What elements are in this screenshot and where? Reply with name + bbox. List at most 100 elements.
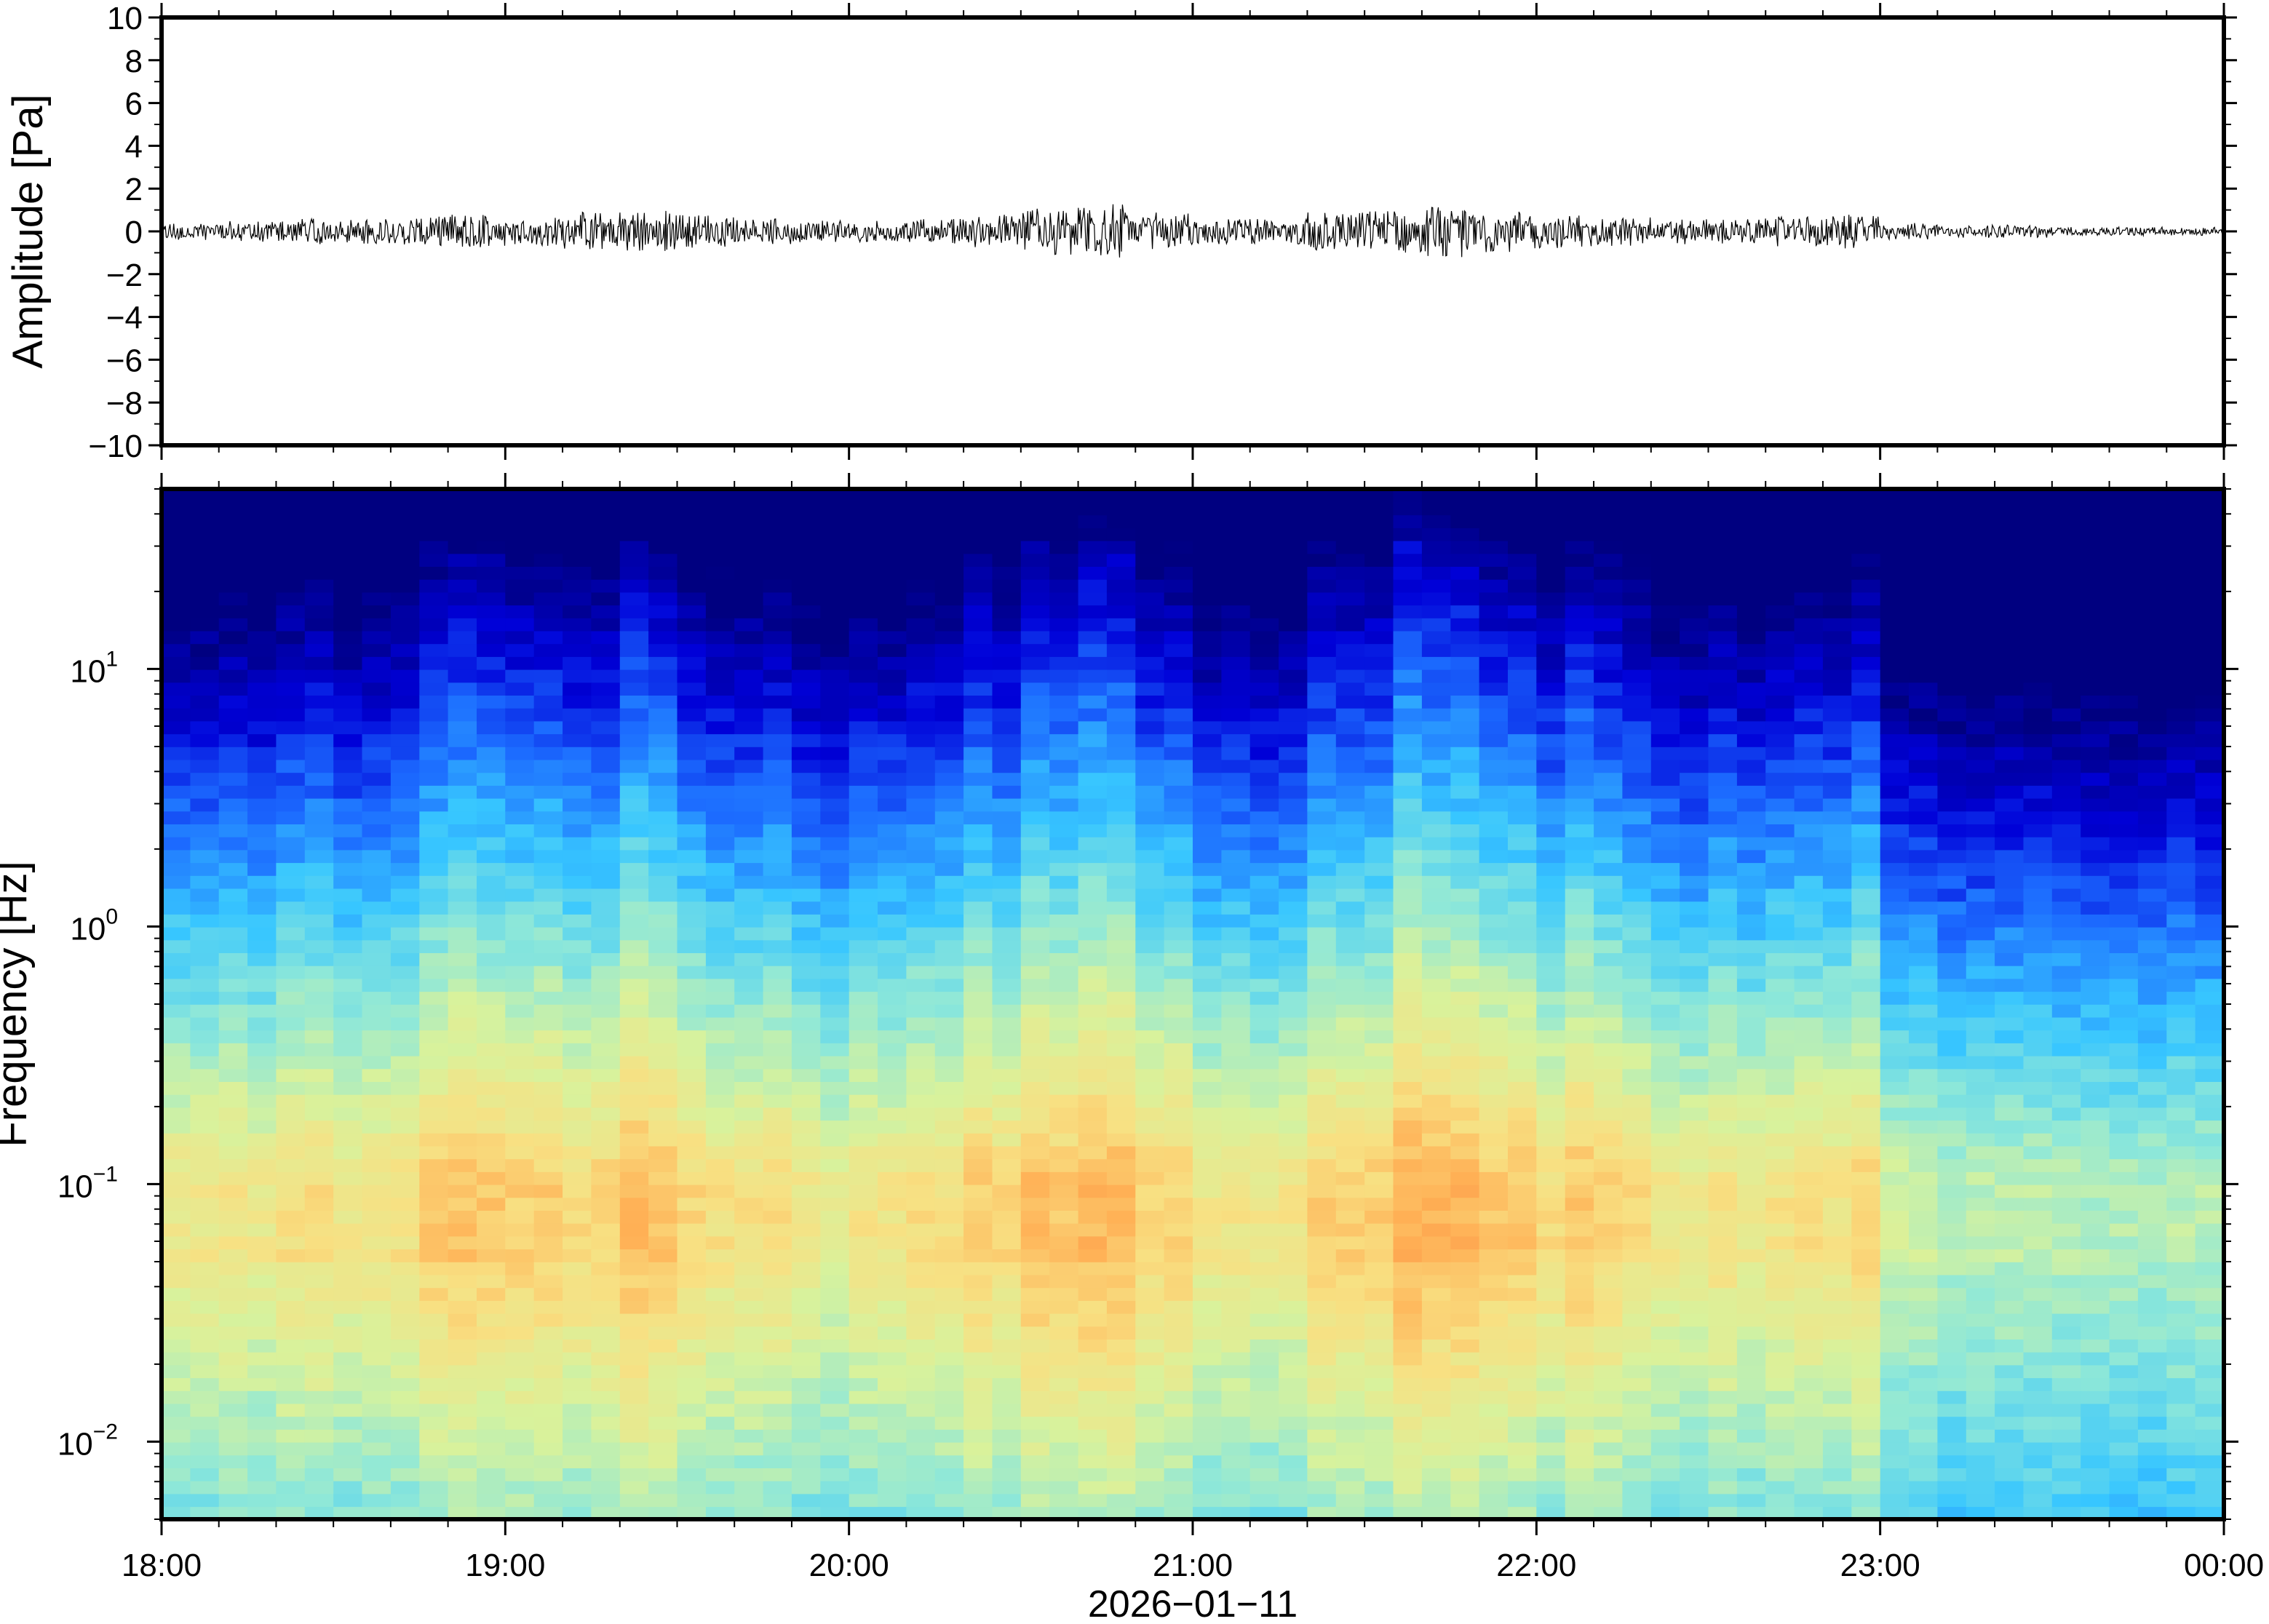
spectrogram-cell xyxy=(1393,1158,1423,1172)
spectrogram-cell xyxy=(333,1468,363,1481)
spectrogram-cell xyxy=(648,1493,678,1508)
spectrogram-cell xyxy=(734,1197,764,1211)
spectrogram-cell xyxy=(705,785,736,799)
spectrogram-cell xyxy=(477,566,506,580)
spectrogram-cell xyxy=(619,1197,649,1211)
spectrogram-cell xyxy=(849,747,878,760)
spectrogram-cell xyxy=(791,618,822,632)
spectrogram-cell xyxy=(247,682,277,696)
spectrogram-cell xyxy=(677,1351,707,1366)
spectrogram-cell xyxy=(1450,669,1480,683)
spectrogram-cell xyxy=(563,1249,592,1262)
spectrogram-cell xyxy=(1565,682,1594,696)
spectrogram-cell xyxy=(1650,772,1680,786)
spectrogram-cell xyxy=(878,1210,907,1224)
spectrogram-cell xyxy=(992,1145,1022,1160)
spectrogram-cell xyxy=(820,1184,850,1198)
spectrogram-cell xyxy=(1078,772,1108,786)
spectrogram-cell xyxy=(1594,965,1624,979)
spectrogram-cell xyxy=(1622,965,1652,979)
spectrogram-cell xyxy=(162,1145,191,1160)
spectrogram-cell xyxy=(1736,630,1767,645)
spectrogram-cell xyxy=(1851,669,1881,683)
spectrogram-cell xyxy=(1622,1300,1652,1314)
spectrogram-cell xyxy=(362,566,392,580)
spectrogram-cell xyxy=(963,1274,993,1289)
spectrogram-cell xyxy=(1565,1429,1594,1443)
spectrogram-cell xyxy=(276,1416,306,1430)
spectrogram-cell xyxy=(677,489,707,503)
spectrogram-cell xyxy=(1708,1158,1738,1172)
spectrogram-cell xyxy=(1307,553,1337,567)
spectrogram-cell xyxy=(1193,1235,1223,1250)
spectrogram-cell xyxy=(333,1043,363,1056)
spectrogram-cell xyxy=(1794,914,1824,928)
spectrogram-cell xyxy=(963,720,993,735)
spectrogram-cell xyxy=(1106,1158,1137,1172)
spectrogram-cell xyxy=(1880,1043,1910,1056)
spectrogram-cell xyxy=(505,1287,535,1301)
spectrogram-cell xyxy=(763,1403,792,1417)
spectrogram-cell xyxy=(1193,1364,1223,1379)
spectrogram-cell xyxy=(1221,1468,1251,1481)
spectrogram-cell xyxy=(1508,1300,1538,1314)
spectrogram-cell xyxy=(1049,553,1079,567)
spectrogram-cell xyxy=(934,991,964,1005)
spectrogram-cell xyxy=(333,1287,363,1301)
spectrogram-cell xyxy=(1078,1300,1108,1314)
spectrogram-cell xyxy=(1594,1480,1624,1494)
spectrogram-cell xyxy=(333,1377,363,1391)
spectrogram-cell xyxy=(1364,1429,1394,1443)
spectrogram-cell xyxy=(1135,656,1165,670)
spectrogram-cell xyxy=(1536,605,1566,618)
spectrogram-cell xyxy=(1307,1429,1337,1443)
spectrogram-cell xyxy=(218,1506,248,1519)
spectrogram-cell xyxy=(791,605,822,618)
spectrogram-cell xyxy=(1765,592,1795,606)
spectrogram-cell xyxy=(304,501,334,516)
spectrogram-cell xyxy=(362,1171,392,1185)
spectrogram-cell xyxy=(218,618,248,632)
spectrogram-cell xyxy=(1880,1094,1910,1108)
spectrogram-cell xyxy=(533,1416,563,1430)
spectrogram-cell xyxy=(448,1016,477,1031)
spectrogram-cell xyxy=(190,1197,220,1211)
spectrogram-cell xyxy=(563,643,592,657)
spectrogram-cell xyxy=(1393,1030,1423,1043)
spectrogram-cell xyxy=(677,1145,707,1160)
spectrogram-cell xyxy=(1450,1274,1480,1289)
spectrogram-cell xyxy=(1736,785,1767,799)
spectrogram-cell xyxy=(734,1184,764,1198)
spectrogram-cell xyxy=(1393,747,1423,760)
spectrogram-cell xyxy=(1822,824,1853,837)
spectrogram-cell xyxy=(591,914,621,928)
spectrogram-cell xyxy=(705,1184,736,1198)
spectrogram-cell xyxy=(1708,926,1738,941)
spectrogram-cell xyxy=(1279,1454,1308,1468)
spectrogram-cell xyxy=(934,1468,964,1481)
spectrogram-cell xyxy=(820,991,850,1005)
spectrogram-cell xyxy=(1822,695,1853,709)
spectrogram-cell xyxy=(648,1055,678,1070)
spectrogram-cell xyxy=(934,1068,964,1082)
spectrogram-cell xyxy=(992,991,1022,1005)
spectrogram-cell xyxy=(563,528,592,541)
spectrogram-cell xyxy=(1736,978,1767,992)
spectrogram-cell xyxy=(477,1016,506,1031)
spectrogram-cell xyxy=(1851,914,1881,928)
spectrogram-cell xyxy=(1364,1339,1394,1353)
spectrogram-cell xyxy=(1594,836,1624,851)
spectrogram-cell xyxy=(849,669,878,683)
spectrogram-cell xyxy=(1364,1364,1394,1379)
spectrogram-cell xyxy=(648,901,678,915)
spectrogram-cell xyxy=(477,1339,506,1353)
spectrogram-cell xyxy=(190,707,220,722)
spectrogram-cell xyxy=(1078,733,1108,747)
spectrogram-cell xyxy=(1822,720,1853,735)
spectrogram-cell xyxy=(820,747,850,760)
spectrogram-cell xyxy=(1193,707,1223,722)
spectrogram-cell xyxy=(878,707,907,722)
spectrogram-cell xyxy=(1164,811,1193,824)
spectrogram-cell xyxy=(1393,1377,1423,1391)
spectrogram-cell xyxy=(1479,1184,1509,1198)
